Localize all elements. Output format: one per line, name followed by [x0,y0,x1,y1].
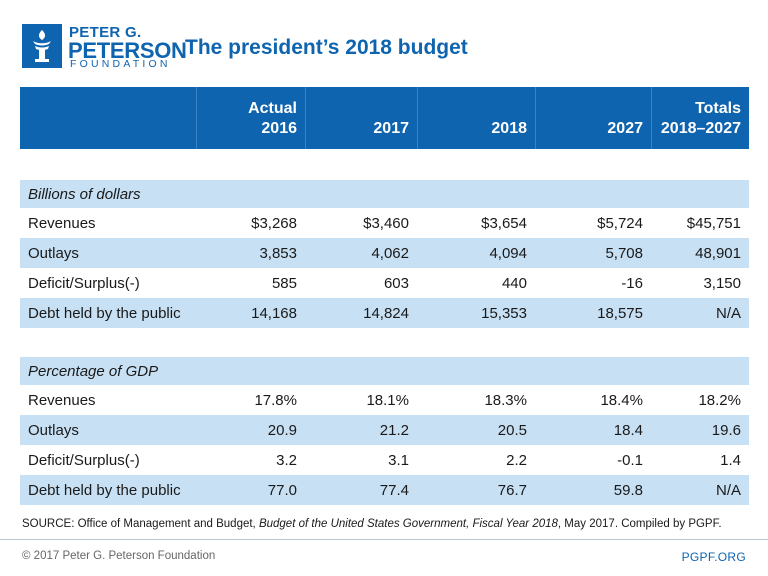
source-note: SOURCE: Office of Management and Budget,… [22,518,722,530]
header-line1: Totals [695,100,741,117]
cell-value: 18.4 [613,421,643,439]
cell-value: -16 [621,274,643,292]
source-prefix: SOURCE: Office of Management and Budget, [22,518,259,530]
cell-value: $3,268 [251,214,297,232]
cell-value: 77.4 [379,481,409,499]
cell-value: 14,168 [251,304,297,322]
row-label: Revenues [28,391,96,409]
cell-value: 48,901 [695,244,741,262]
header-cell-2016: Actual 2016 [196,87,305,149]
cell-value: $3,460 [363,214,409,232]
cell-value: 14,824 [363,304,409,322]
page-title: The president’s 2018 budget [185,36,468,59]
cell-value: 1.4 [720,451,741,469]
table-row: Revenues $3,268 $3,460 $3,654 $5,724 $45… [20,208,749,238]
website-link[interactable]: PGPF.ORG [681,550,746,564]
table-row: Deficit/Surplus(-) 3.2 3.1 2.2 -0.1 1.4 [20,445,749,475]
cell-value: 585 [271,274,297,292]
header-line2: 2027 [607,120,643,137]
cell-value: 77.0 [267,481,297,499]
cell-value: 18.4% [600,391,643,409]
cell-value: 18.2% [698,391,741,409]
cell-value: $5,724 [597,214,643,232]
logo-mark [22,24,62,68]
logo-text-line2: PETERSON [68,38,187,63]
table-row: Debt held by the public 77.0 77.4 76.7 5… [20,475,749,505]
header-line2: 2018–2027 [660,120,741,137]
row-label: Debt held by the public [28,304,181,322]
cell-value: N/A [715,304,741,322]
row-label: Revenues [28,214,96,232]
cell-value: 4,094 [489,244,527,262]
foundation-logo: PETER G. PETERSON FOUNDATION [22,22,187,70]
header-cell-2017: 2017 [305,87,417,149]
row-label: Debt held by the public [28,481,181,499]
header-cell-2018: 2018 [417,87,535,149]
table-row: Outlays 20.9 21.2 20.5 18.4 19.6 [20,415,749,445]
source-suffix: , May 2017. Compiled by PGPF. [557,518,722,530]
cell-value: -0.1 [617,451,643,469]
row-label: Outlays [28,244,79,262]
cell-value: 17.8% [254,391,297,409]
cell-value: 21.2 [379,421,409,439]
header-line2: 2018 [491,120,527,137]
table-row: Deficit/Surplus(-) 585 603 440 -16 3,150 [20,268,749,298]
cell-value: 18.1% [366,391,409,409]
copyright-text: © 2017 Peter G. Peterson Foundation [22,550,216,562]
section-heading-gdp: Percentage of GDP [20,357,749,385]
header-line2: 2017 [373,120,409,137]
table-header: Actual 2016 2017 2018 2027 Totals 2018–2… [20,87,749,149]
table-row: Revenues 17.8% 18.1% 18.3% 18.4% 18.2% [20,385,749,415]
header-line1: Actual [248,100,297,117]
header-line2: 2016 [261,120,297,137]
cell-value: 440 [501,274,527,292]
section-heading-billions: Billions of dollars [20,180,749,208]
cell-value: N/A [715,481,741,499]
cell-value: 3.2 [276,451,297,469]
row-label: Outlays [28,421,79,439]
logo-text-line3: FOUNDATION [70,58,171,70]
cell-value: 4,062 [371,244,409,262]
table-row: Outlays 3,853 4,062 4,094 5,708 48,901 [20,238,749,268]
logo-text-line1: PETER G. [69,24,142,41]
spacer [20,328,749,357]
header-cell-totals: Totals 2018–2027 [651,87,749,149]
cell-value: 3.1 [388,451,409,469]
cell-value: 20.9 [267,421,297,439]
cell-value: 19.6 [711,421,741,439]
source-publication: Budget of the United States Government, … [258,518,558,530]
cell-value: 18,575 [597,304,643,322]
cell-value: 3,150 [703,274,741,292]
cell-value: 18.3% [484,391,527,409]
row-label: Deficit/Surplus(-) [28,451,140,469]
footer-divider [0,539,768,540]
spacer [20,149,749,180]
row-label: Deficit/Surplus(-) [28,274,140,292]
cell-value: $45,751 [686,214,741,232]
header-cell-2027: 2027 [535,87,651,149]
torch-icon [33,30,51,62]
cell-value: 5,708 [605,244,643,262]
budget-table: Actual 2016 2017 2018 2027 Totals 2018–2… [20,87,749,505]
cell-value: 603 [383,274,409,292]
cell-value: 2.2 [506,451,527,469]
header-cell-label [20,87,196,149]
cell-value: 59.8 [613,481,643,499]
cell-value: 76.7 [497,481,527,499]
cell-value: $3,654 [481,214,527,232]
cell-value: 20.5 [497,421,527,439]
table-row: Debt held by the public 14,168 14,824 15… [20,298,749,328]
cell-value: 15,353 [481,304,527,322]
cell-value: 3,853 [259,244,297,262]
